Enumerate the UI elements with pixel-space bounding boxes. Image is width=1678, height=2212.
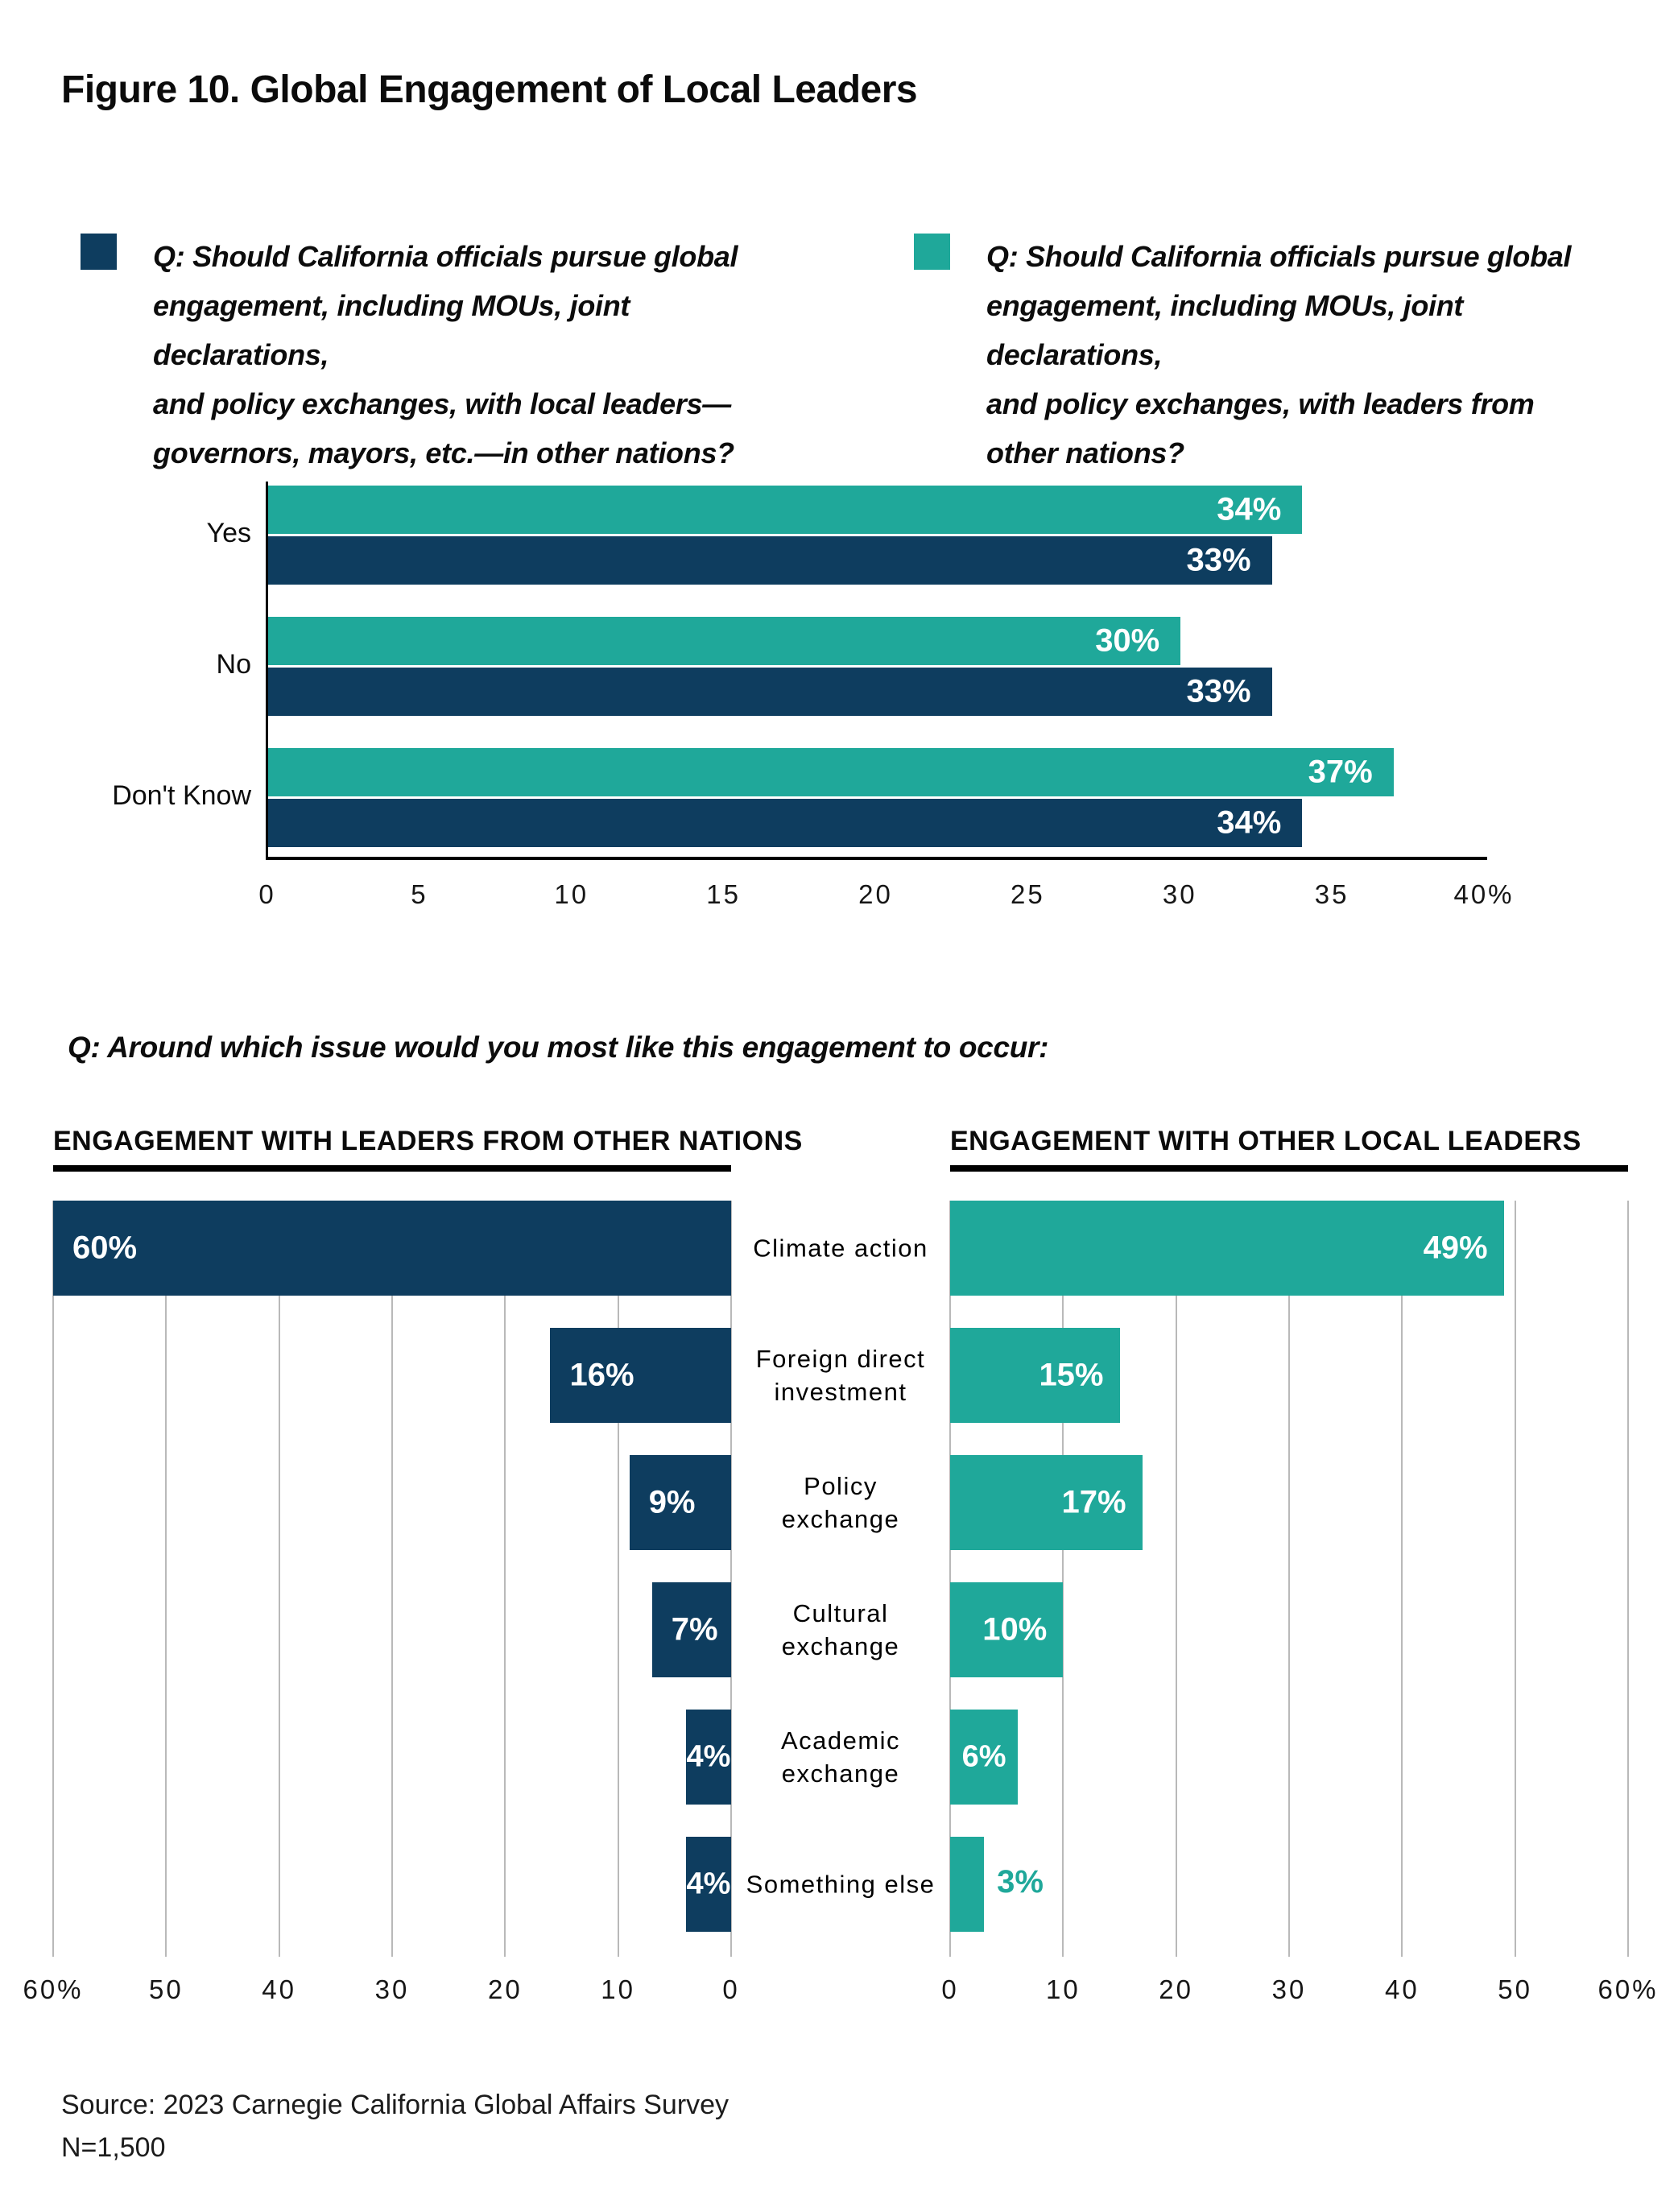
bar-issues-leaders-from-other-nations-1: 16% (550, 1328, 731, 1423)
bar-don-t-know-navy: 34% (268, 799, 1303, 847)
x-axis-tick-issues-leaders-from-other-nations-40: 40 (262, 1974, 297, 2004)
bar-value-label: 34% (1217, 491, 1282, 527)
bar-issues-other-local-leaders-1: 15% (950, 1328, 1120, 1423)
bar-issues-leaders-from-other-nations-4: 4% (685, 1710, 731, 1805)
x-axis-line (266, 857, 1487, 860)
issue-label-foreign-direct: Foreign direct investment (755, 1345, 926, 1406)
gridline-issues-leaders-from-other-nations-0 (730, 1201, 732, 1957)
gridline-issues-other-local-leaders-60 (1627, 1201, 1629, 1957)
bar-value-label: 15% (1039, 1357, 1104, 1393)
issue-label-academic: Academic exchange (780, 1726, 901, 1788)
bar-value-label: 7% (671, 1611, 718, 1648)
bar-value-label: 34% (1217, 804, 1282, 841)
x-axis-tick-40: 40% (1453, 879, 1515, 909)
x-axis-tick-25: 25 (1011, 879, 1045, 909)
y-axis-label-yes: Yes (206, 518, 251, 548)
gridline-issues-leaders-from-other-nations-40 (278, 1201, 280, 1957)
x-axis-tick-15: 15 (706, 879, 741, 909)
gridline-issues-leaders-from-other-nations-60 (52, 1201, 54, 1957)
bar-value-label: 49% (1423, 1230, 1488, 1266)
bar-issues-other-local-leaders-5 (950, 1837, 985, 1932)
section-header-other-local-leaders: ENGAGEMENT WITH OTHER LOCAL LEADERS (950, 1126, 1581, 1156)
legend-question-navy: Q: Should California officials pursue gl… (153, 240, 738, 469)
header-underline-right (950, 1165, 1628, 1172)
gridline-issues-other-local-leaders-20 (1175, 1201, 1177, 1957)
gridline-issues-leaders-from-other-nations-10 (617, 1201, 619, 1957)
issue-label-policy: Policy exchange (781, 1472, 900, 1533)
bar-value-label: 17% (1061, 1484, 1126, 1520)
bar-issues-leaders-from-other-nations-5: 4% (685, 1837, 731, 1932)
issue-label-climate-action: Climate action (753, 1234, 928, 1263)
bar-issues-leaders-from-other-nations-0: 60% (53, 1201, 731, 1296)
bar-issues-other-local-leaders-0: 49% (950, 1201, 1504, 1296)
bar-value-label: 6% (961, 1739, 1006, 1774)
bar-value-label: 9% (648, 1484, 696, 1520)
gridline-issues-leaders-from-other-nations-50 (165, 1201, 167, 1957)
bar-issues-leaders-from-other-nations-2: 9% (629, 1455, 731, 1550)
x-axis-tick-issues-other-local-leaders-20: 20 (1159, 1974, 1194, 2004)
issue-label-cultural: Cultural exchange (781, 1599, 900, 1660)
x-axis-tick-5: 5 (411, 879, 428, 909)
bar-issues-other-local-leaders-3: 10% (950, 1582, 1064, 1677)
gridline-issues-other-local-leaders-40 (1401, 1201, 1403, 1957)
bar-value-label: 30% (1095, 622, 1160, 659)
x-axis-tick-20: 20 (858, 879, 893, 909)
x-axis-tick-0: 0 (258, 879, 276, 909)
x-axis-tick-issues-leaders-from-other-nations-20: 20 (487, 1974, 523, 2004)
x-axis-tick-issues-leaders-from-other-nations-30: 30 (374, 1974, 410, 2004)
legend-question-teal: Q: Should California officials pursue gl… (986, 240, 1572, 469)
gridline-issues-other-local-leaders-30 (1288, 1201, 1290, 1957)
y-axis-label-don-t-know: Don't Know (112, 780, 251, 811)
x-axis-tick-issues-leaders-from-other-nations-60: 60% (23, 1974, 84, 2004)
header-underline-left (53, 1165, 731, 1172)
x-axis-tick-issues-other-local-leaders-0: 0 (941, 1974, 959, 2004)
bar-don-t-know-teal: 37% (268, 748, 1394, 796)
bar-value-label: 4% (686, 1739, 731, 1774)
followup-question: Q: Around which issue would you most lik… (68, 1031, 1049, 1064)
x-axis-tick-issues-other-local-leaders-40: 40 (1384, 1974, 1420, 2004)
x-axis-tick-30: 30 (1162, 879, 1197, 909)
bar-issues-other-local-leaders-2: 17% (950, 1455, 1143, 1550)
x-axis-tick-issues-leaders-from-other-nations-0: 0 (722, 1974, 740, 2004)
y-axis-label-no: No (216, 649, 251, 680)
x-axis-tick-issues-other-local-leaders-50: 50 (1498, 1974, 1533, 2004)
section-header-leaders-from-other-nations: ENGAGEMENT WITH LEADERS FROM OTHER NATIO… (53, 1126, 803, 1156)
gridline-issues-other-local-leaders-0 (949, 1201, 951, 1957)
bar-issues-other-local-leaders-4: 6% (950, 1710, 1019, 1805)
x-axis-tick-issues-other-local-leaders-60: 60% (1597, 1974, 1659, 2004)
bar-value-label: 16% (569, 1357, 634, 1393)
source-note: Source: 2023 Carnegie California Global … (61, 2090, 729, 2163)
gridline-issues-leaders-from-other-nations-20 (504, 1201, 506, 1957)
bar-value-label: 4% (686, 1867, 731, 1901)
x-axis-tick-issues-leaders-from-other-nations-10: 10 (601, 1974, 636, 2004)
bar-yes-teal: 34% (268, 486, 1303, 534)
bar-issues-leaders-from-other-nations-3: 7% (651, 1582, 731, 1677)
gridline-issues-other-local-leaders-10 (1062, 1201, 1064, 1957)
bar-value-label: 33% (1186, 673, 1251, 709)
legend-swatch-teal (914, 234, 950, 270)
y-axis-line (266, 482, 268, 858)
figure-title: Figure 10. Global Engagement of Local Le… (61, 68, 918, 111)
bar-yes-navy: 33% (268, 536, 1272, 585)
legend-swatch-navy (81, 234, 117, 270)
issue-label-something-else: Something else (746, 1870, 936, 1899)
x-axis-tick-issues-leaders-from-other-nations-50: 50 (148, 1974, 184, 2004)
x-axis-tick-35: 35 (1314, 879, 1349, 909)
bar-no-teal: 30% (268, 617, 1181, 665)
bar-value-label: 3% (997, 1864, 1044, 1900)
x-axis-tick-issues-other-local-leaders-10: 10 (1045, 1974, 1081, 2004)
bar-value-label: 60% (72, 1230, 138, 1266)
gridline-issues-other-local-leaders-50 (1514, 1201, 1516, 1957)
bar-value-label: 33% (1186, 542, 1251, 578)
x-axis-tick-issues-other-local-leaders-30: 30 (1271, 1974, 1307, 2004)
bar-value-label: 10% (982, 1611, 1048, 1648)
bar-value-label: 37% (1308, 754, 1373, 790)
x-axis-tick-10: 10 (554, 879, 589, 909)
bar-no-navy: 33% (268, 668, 1272, 716)
gridline-issues-leaders-from-other-nations-30 (391, 1201, 393, 1957)
